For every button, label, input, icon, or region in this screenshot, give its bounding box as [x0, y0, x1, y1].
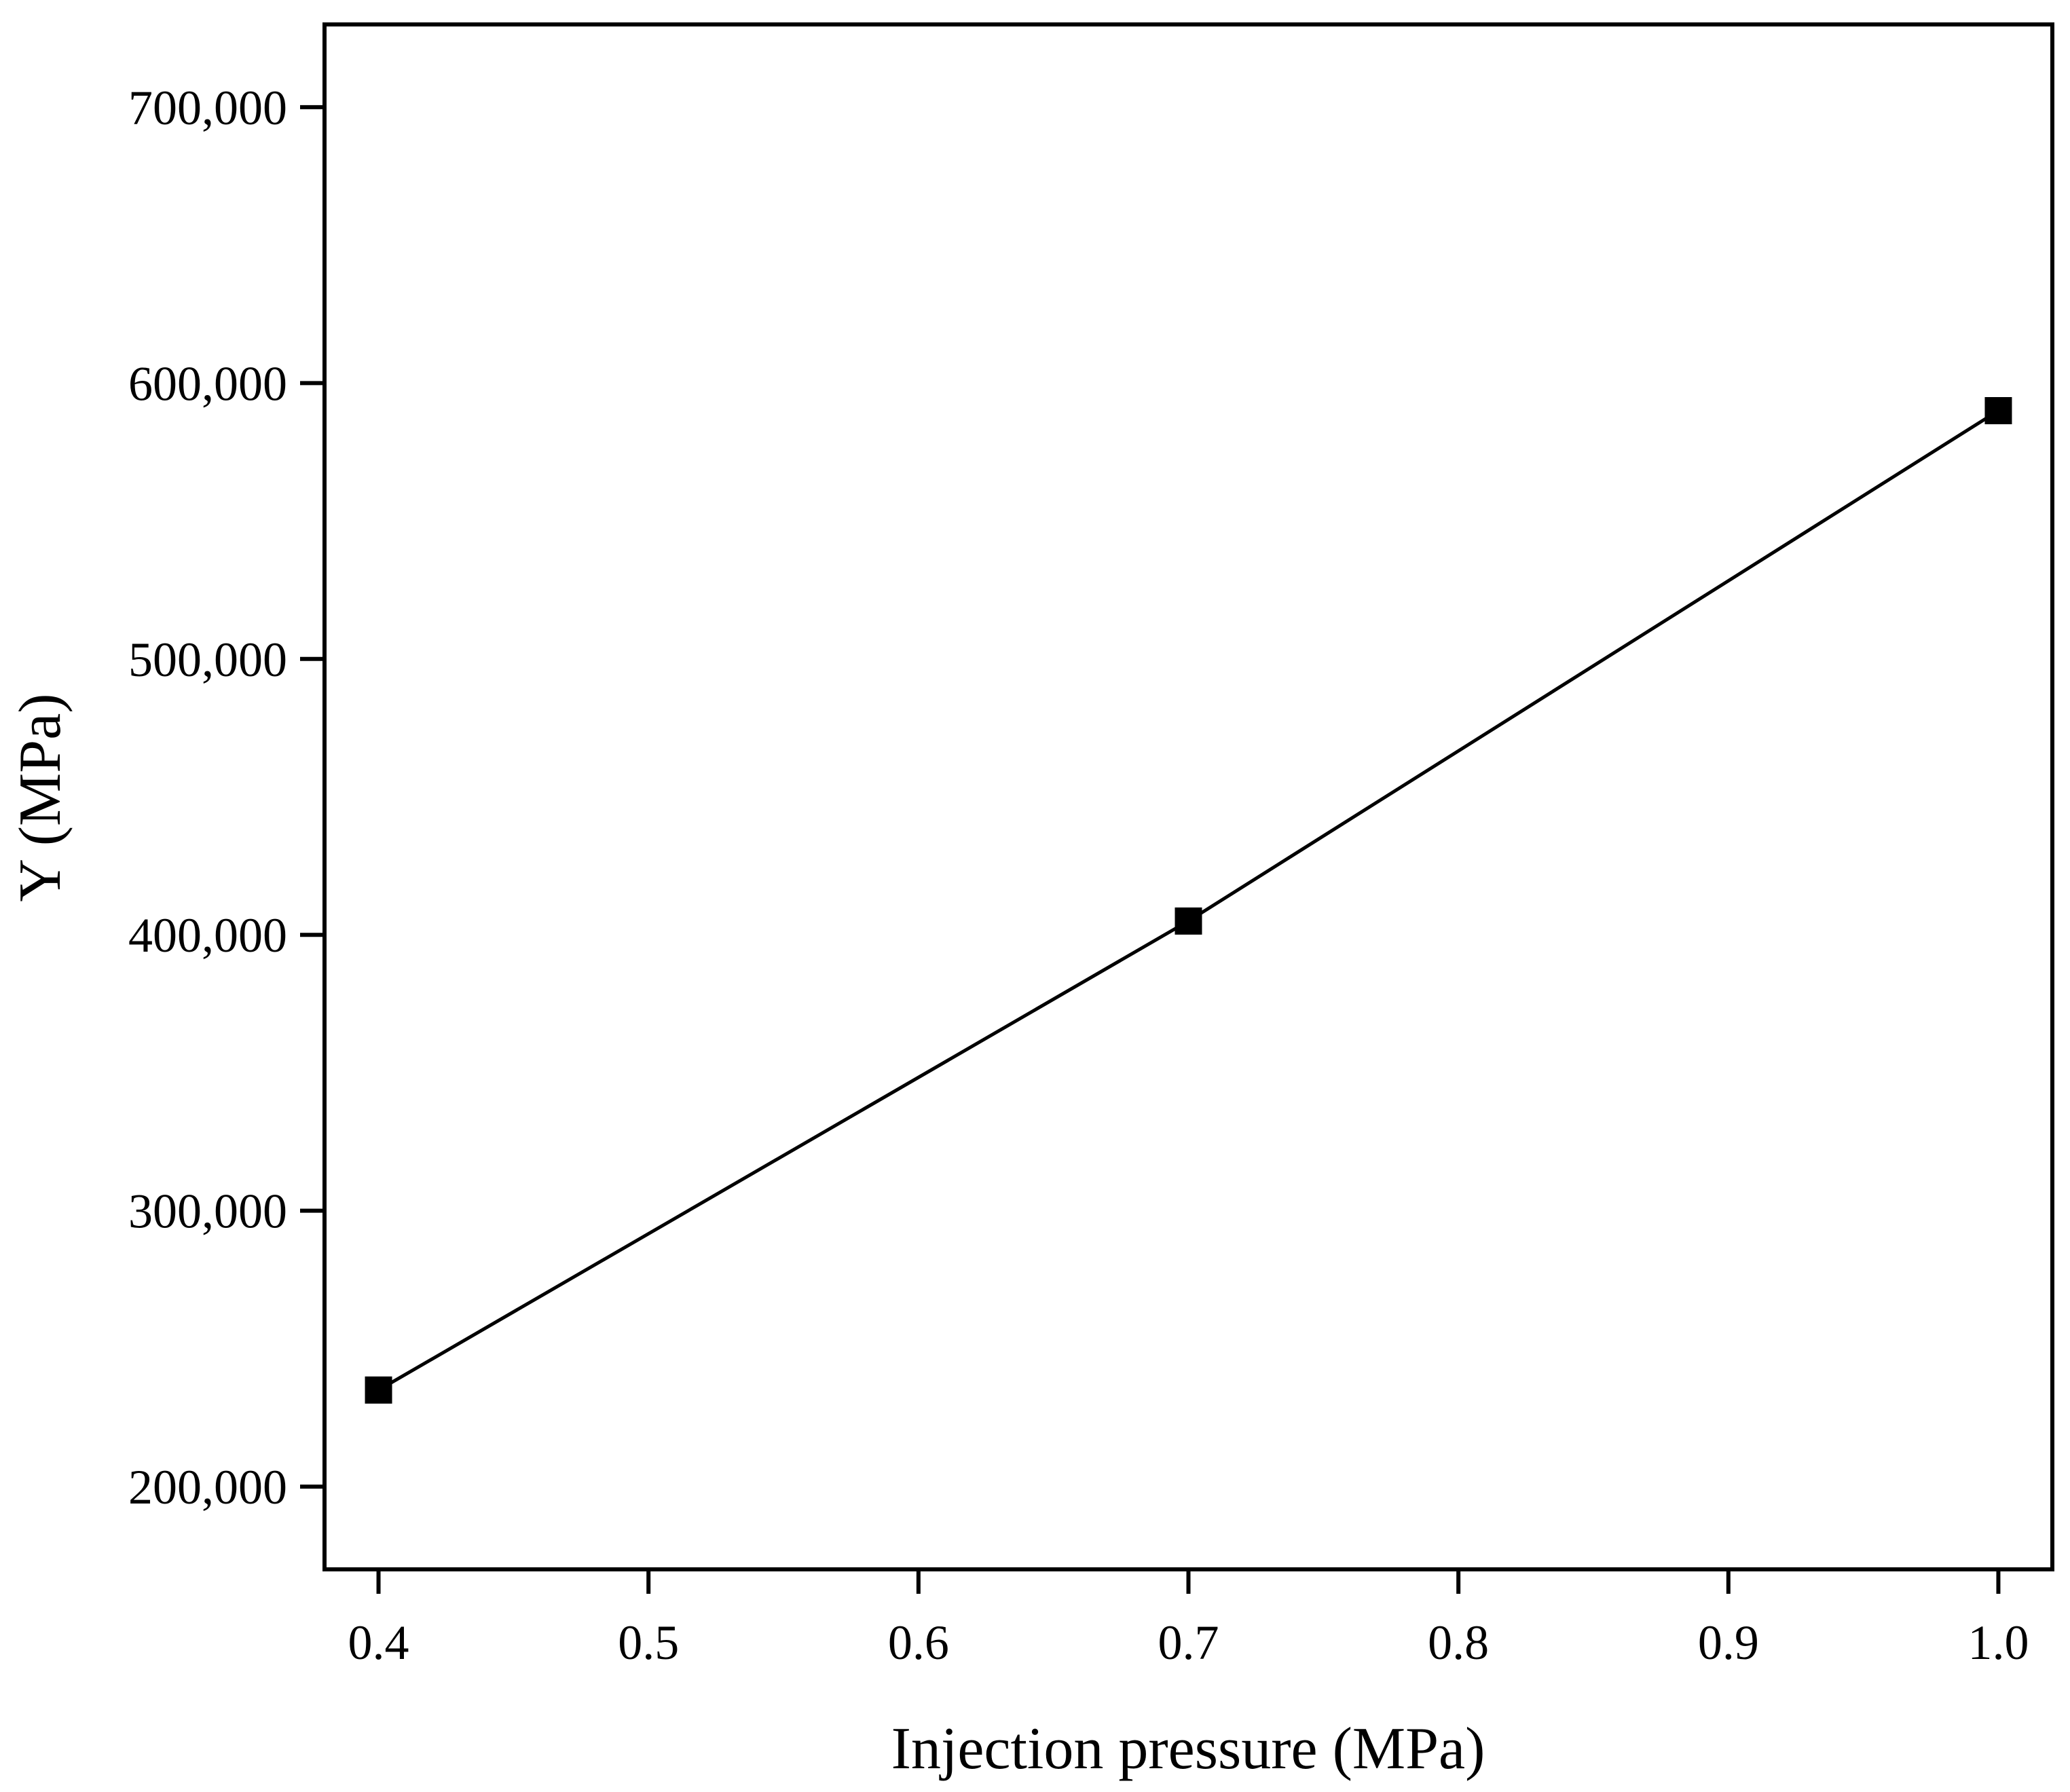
data-point — [1984, 397, 2012, 424]
x-tick-label: 0.7 — [1158, 1616, 1219, 1670]
y-tick-label: 500,000 — [128, 633, 287, 687]
y-axis-title: Y (MPa) — [7, 693, 73, 901]
y-axis-ticks: 200,000 300,000 400,000 500,000 600,000 700,0… — [128, 81, 325, 1514]
data-point — [365, 1376, 392, 1404]
y-tick-label: 600,000 — [128, 356, 287, 411]
x-tick-label: 0.5 — [618, 1616, 679, 1670]
series-layer — [365, 397, 2012, 1404]
x-axis-title: Injection pressure (MPa) — [891, 1716, 1485, 1782]
series-line — [377, 409, 1999, 1392]
x-tick-label: 0.4 — [348, 1616, 409, 1670]
x-tick-label: 0.9 — [1698, 1616, 1759, 1670]
y-tick-label: 700,000 — [128, 81, 287, 135]
y-tick-label: 400,000 — [128, 908, 287, 963]
x-axis-ticks: 0.4 0.5 0.6 0.7 0.8 0.9 1.0 — [348, 1569, 2029, 1670]
y-tick-label: 200,000 — [128, 1460, 287, 1514]
x-tick-label: 0.6 — [888, 1616, 949, 1670]
data-point — [1175, 907, 1202, 935]
x-tick-label: 0.8 — [1428, 1616, 1489, 1670]
x-tick-label: 1.0 — [1967, 1616, 2029, 1670]
plot-frame — [322, 22, 2054, 1571]
y-tick-label: 300,000 — [128, 1184, 287, 1239]
